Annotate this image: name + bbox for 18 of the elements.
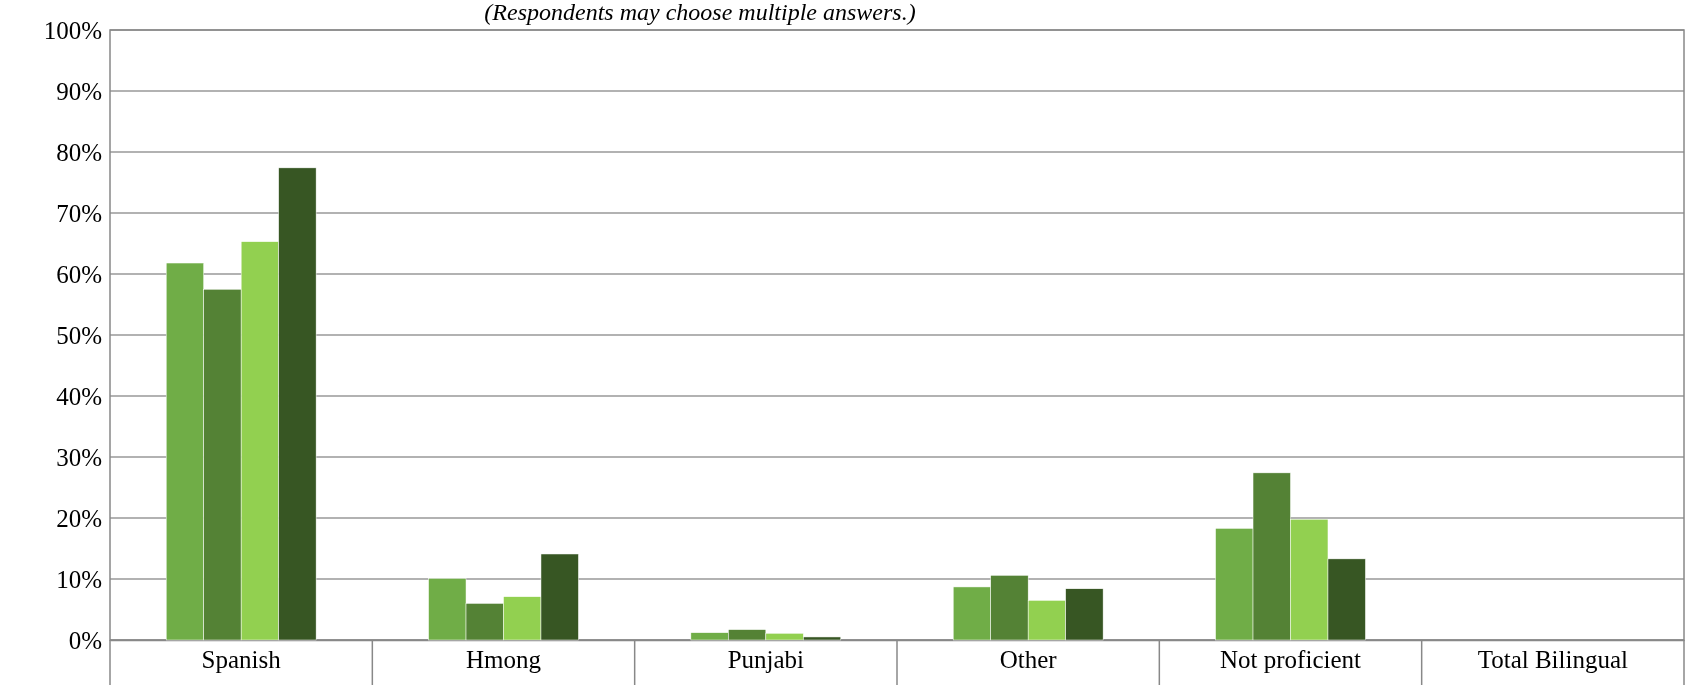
y-tick-label: 10% [56, 565, 102, 593]
chart-subtitle: (Respondents may choose multiple answers.) [484, 0, 916, 25]
x-tick-label: Total Bilingual [1477, 645, 1629, 673]
x-tick-label: Punjabi [727, 645, 805, 673]
y-tick-label: 90% [56, 77, 102, 105]
y-tick-label: 50% [56, 321, 102, 349]
x-tick-label: Other [999, 645, 1058, 673]
y-tick-label: 0% [68, 626, 102, 654]
x-tick-label: Spanish [201, 645, 282, 673]
y-tick-label: 70% [56, 199, 102, 227]
x-tick-label: Hmong [466, 645, 542, 673]
y-tick-label: 40% [56, 382, 102, 410]
y-tick-label: 20% [56, 504, 102, 532]
y-tick-label: 80% [56, 138, 102, 166]
y-tick-label: 30% [56, 443, 102, 471]
y-tick-label: 100% [43, 16, 102, 44]
x-tick-label: Not proficient [1220, 645, 1362, 673]
y-tick-label: 60% [56, 260, 102, 288]
